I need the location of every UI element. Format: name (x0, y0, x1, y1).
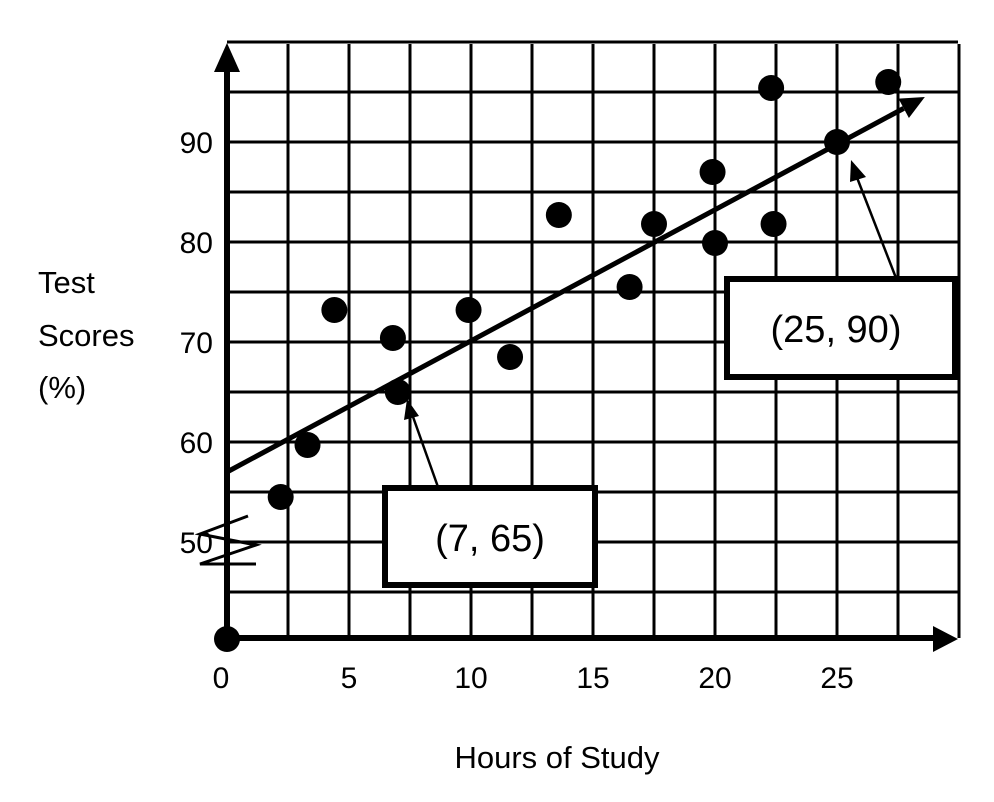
data-point (294, 432, 321, 458)
y-tick-label: 50 (180, 527, 213, 560)
y-tick-label: 60 (180, 427, 213, 460)
x-tick-label: 10 (454, 662, 487, 695)
y-axis-title-line: Test (38, 265, 95, 300)
callout-arrow (410, 413, 440, 488)
callout-arrowhead-icon (850, 160, 866, 182)
data-point (545, 202, 572, 228)
callout-box (724, 276, 958, 380)
grid-lines (227, 40, 961, 638)
x-tick-labels: 0 5 10 15 20 25 (213, 662, 854, 695)
y-axis-title-line: Scores (38, 318, 134, 353)
callout-arrow (854, 174, 898, 279)
x-tick-label: 20 (698, 662, 731, 695)
data-point (267, 484, 294, 510)
callout-label: (25, 90) (771, 309, 902, 351)
callout-arrowhead-icon (404, 399, 419, 420)
callout-7-65: (7, 65) (382, 399, 598, 588)
callout-label: (7, 65) (435, 518, 545, 560)
data-point (455, 297, 482, 323)
y-axis-title-line: (%) (38, 370, 86, 405)
data-points (214, 69, 902, 652)
data-point (497, 344, 524, 370)
callout-box (382, 485, 598, 588)
x-tick-label: 25 (820, 662, 853, 695)
data-point (824, 129, 850, 155)
data-point (702, 230, 728, 256)
data-point (699, 159, 726, 185)
trend-arrow-icon (898, 97, 925, 119)
x-tick-label: 15 (576, 662, 609, 695)
x-tick-label: 0 (213, 662, 230, 695)
axes (214, 43, 958, 652)
data-point (875, 69, 902, 95)
trend-line (225, 97, 925, 475)
data-point (321, 297, 348, 323)
y-axis-title: Test Scores (%) (38, 265, 134, 405)
x-tick-label: 5 (341, 662, 358, 695)
callouts: (7, 65) (25, 90) (382, 160, 958, 588)
origin-point (214, 626, 240, 652)
y-tick-labels: 50 60 70 80 90 (180, 127, 213, 560)
data-point (379, 325, 406, 351)
y-tick-label: 90 (180, 127, 213, 160)
y-tick-label: 70 (180, 327, 213, 360)
trend-line-segment (225, 106, 905, 475)
axis-break-icon (194, 514, 262, 566)
data-point (384, 379, 411, 405)
callout-25-90: (25, 90) (724, 160, 958, 380)
data-point (760, 211, 787, 237)
data-point (641, 211, 667, 237)
x-axis-title: Hours of Study (454, 740, 660, 775)
data-point (758, 75, 785, 101)
data-point (616, 274, 643, 300)
x-axis-arrow-icon (933, 626, 958, 652)
y-axis-arrow-icon (214, 43, 240, 72)
y-tick-label: 80 (180, 227, 213, 260)
